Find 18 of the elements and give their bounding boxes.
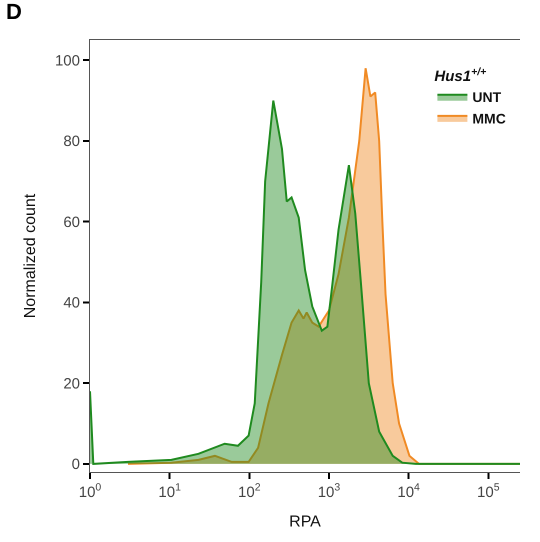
y-tick-label: 40: [63, 294, 80, 312]
x-tick-label: 10$^{0}$: [78, 482, 102, 501]
text: D: [6, 0, 22, 24]
legend-label: UNT: [472, 89, 502, 106]
y-tick-label: 100: [54, 52, 80, 70]
y-tick-label: 60: [63, 214, 80, 231]
x-tick-label: 10$^{4}$: [397, 482, 420, 501]
x-tick-label: 10$^{5}$: [477, 482, 500, 501]
y-tick-label: 20: [63, 375, 80, 392]
x-tick-label: 10$^{2}$: [238, 482, 261, 501]
y-axis-title: Normalized count: [22, 193, 39, 318]
x-tick-label: 10$^{3}$: [318, 482, 340, 501]
x-tick-label: 10$^{1}$: [158, 482, 182, 501]
y-tick-label: 80: [63, 133, 80, 150]
legend-label: MMC: [472, 110, 506, 126]
legend-title: Hus1$^{+/+}$: [434, 66, 486, 86]
y-tick-label: 0: [72, 456, 80, 474]
x-axis-title: RPA: [289, 514, 322, 531]
